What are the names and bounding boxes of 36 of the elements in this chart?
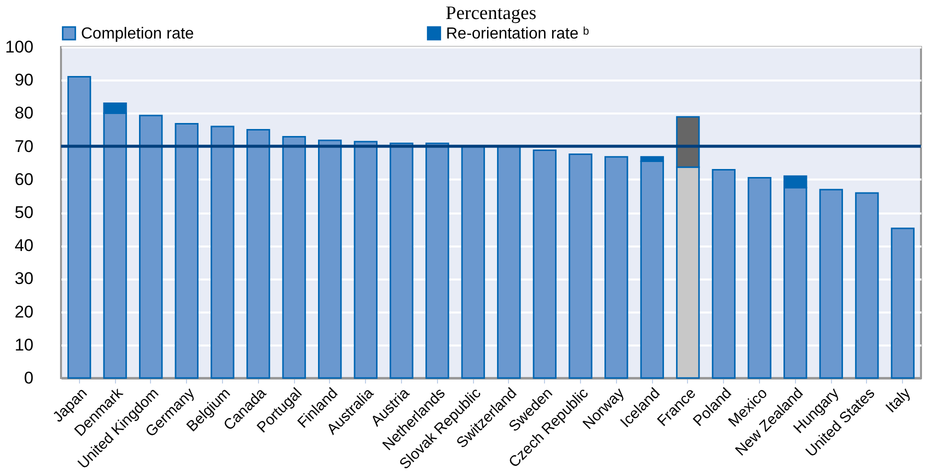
y-tick-label: 60 <box>14 170 34 189</box>
y-tick-label: 40 <box>14 236 34 256</box>
bar <box>282 136 306 379</box>
bar <box>461 146 485 379</box>
bar <box>174 123 199 379</box>
bar <box>318 140 342 379</box>
y-tick-label: 10 <box>14 335 34 354</box>
bar <box>425 142 450 379</box>
bar <box>532 150 557 379</box>
y-tick-label: 90 <box>14 70 34 90</box>
bar <box>390 142 414 379</box>
y-tick-label: 100 <box>5 38 34 56</box>
bar <box>640 160 664 379</box>
y-tick-label: 30 <box>14 269 34 288</box>
y-tick-label: 70 <box>14 136 34 156</box>
y-tick-label: 20 <box>14 302 34 322</box>
bar <box>246 129 270 379</box>
y-tick-label: 50 <box>14 203 34 222</box>
bar <box>139 114 163 379</box>
bar <box>67 76 92 379</box>
bar <box>497 146 521 379</box>
bar <box>604 156 628 379</box>
chart-title: Percentages <box>446 3 536 24</box>
bar <box>855 192 879 379</box>
legend-label: Re-orientation rate ᵇ <box>446 25 589 42</box>
bar <box>354 140 378 379</box>
bar <box>890 228 915 379</box>
bar <box>568 153 592 379</box>
bar <box>748 176 772 379</box>
bar <box>210 126 234 379</box>
legend-label: Completion rate <box>81 25 194 42</box>
bar <box>819 188 843 379</box>
y-tick-label: 0 <box>24 368 34 388</box>
x-tick-label: Italy <box>882 384 914 416</box>
y-tick-label: 80 <box>14 104 34 123</box>
bar <box>712 169 736 379</box>
